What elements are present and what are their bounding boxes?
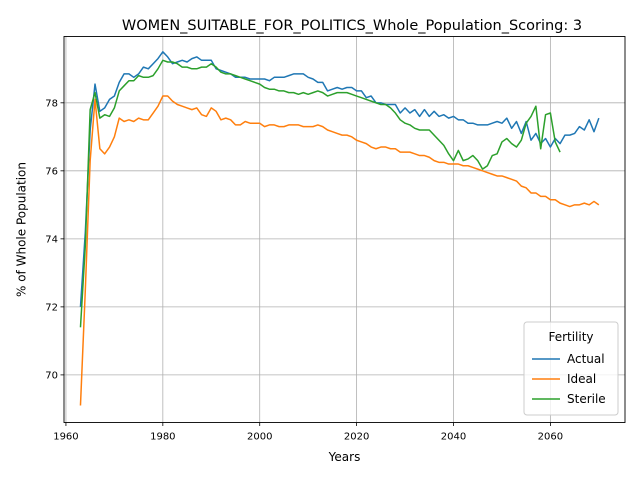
x-tick-label: 2060: [538, 432, 563, 443]
x-tick-label: 2000: [247, 432, 272, 443]
legend-label-sterile: Sterile: [567, 392, 606, 406]
grid-lines: [64, 36, 625, 423]
y-tick-label: 78: [45, 98, 58, 109]
x-tick-label: 2020: [344, 432, 369, 443]
legend-title: Fertility: [548, 330, 593, 344]
plot-frame: [63, 36, 626, 423]
series-line-actual: [79, 51, 600, 307]
x-axis-ticks: 1960 1980 2000 2020 2040 2060: [53, 422, 563, 443]
y-axis-label: % of Whole Population: [15, 162, 29, 297]
legend-items: Actual Ideal Sterile: [532, 352, 606, 406]
series-line-sterile: [79, 59, 561, 328]
y-tick-label: 74: [45, 234, 58, 245]
series-line-ideal: [79, 95, 600, 406]
chart-title: WOMEN_SUITABLE_FOR_POLITICS_Whole_Popula…: [122, 18, 582, 34]
legend-box: [523, 321, 619, 416]
series-lines: [79, 51, 600, 406]
x-tick-label: 1980: [150, 432, 175, 443]
x-tick-label: 2040: [441, 432, 466, 443]
y-tick-label: 76: [45, 166, 58, 177]
x-axis-label: Years: [328, 450, 361, 464]
legend-label-ideal: Ideal: [567, 372, 596, 386]
x-tick-label: 1960: [53, 432, 78, 443]
y-tick-label: 70: [45, 370, 58, 381]
y-axis-ticks: 70 72 74 76 78: [45, 98, 64, 381]
y-tick-label: 72: [45, 302, 58, 313]
legend-label-actual: Actual: [567, 352, 605, 366]
legend: Fertility Actual Ideal Sterile: [523, 321, 619, 416]
